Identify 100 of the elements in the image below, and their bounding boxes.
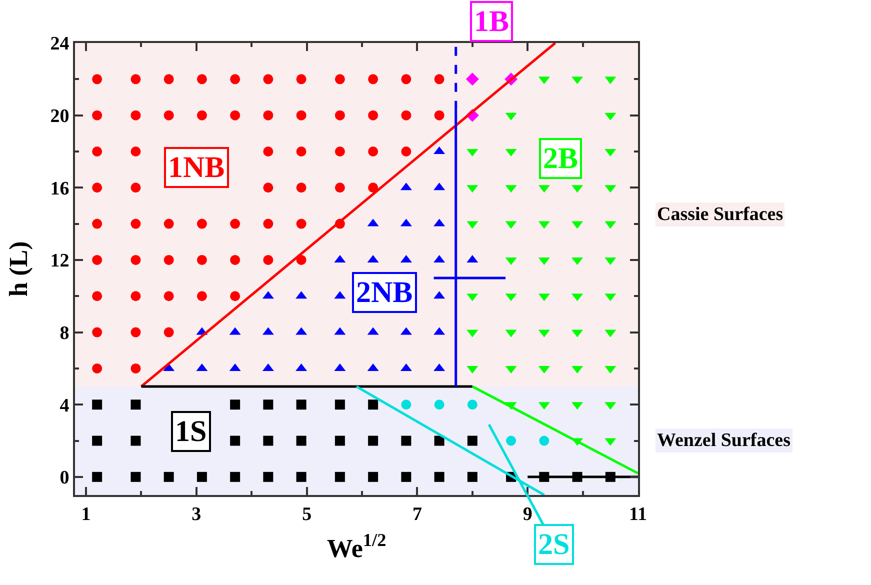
point [92,291,102,302]
point [263,182,274,193]
point [263,472,274,482]
point [467,436,478,446]
point [334,182,345,193]
y-tick-label: 16 [50,178,70,200]
point [368,400,378,410]
point [230,74,240,84]
point [296,436,306,446]
point [467,472,478,482]
point [164,110,174,120]
text: 2S [538,528,570,561]
point [434,400,444,410]
point [401,472,412,482]
point [368,146,378,156]
point [92,327,102,338]
x-tick-label: 11 [629,504,647,525]
point [368,472,378,482]
point [230,110,240,120]
x-tick-label: 9 [522,504,532,525]
point [230,472,240,482]
point [296,74,306,84]
point [263,436,274,446]
point [130,254,141,265]
point [263,146,274,156]
x-tick-label: 3 [192,504,202,525]
point [92,400,102,410]
point [164,254,174,265]
point [92,472,102,482]
point [164,74,174,84]
point [130,436,141,446]
x-tick-label: 5 [302,504,312,525]
point [196,254,207,265]
point [230,291,240,302]
point [92,436,102,446]
point [263,254,274,265]
point [230,436,240,446]
point [434,74,444,84]
point [92,110,102,120]
y-tick-label: 24 [50,34,70,55]
point [263,74,274,84]
point [434,110,444,120]
point [130,327,141,338]
point [130,218,141,229]
point [296,400,306,410]
point [368,110,378,120]
point [196,218,207,229]
point [263,400,274,410]
point [230,218,240,229]
point [92,74,102,84]
point [368,182,378,193]
y-tick-label: 4 [60,395,70,416]
x-tick-label: 7 [412,504,422,525]
band-label: Wenzel Surfaces [657,430,791,451]
point [196,472,207,482]
point [539,436,550,446]
point [263,218,274,229]
annotation: 2NB [356,276,413,309]
band-label: Cassie Surfaces [657,204,784,225]
point [334,472,345,482]
point [296,110,306,120]
point [296,472,306,482]
y-axis-title: h (L) [4,241,34,297]
text: 1B [474,5,510,38]
point [506,436,516,446]
point [164,291,174,302]
point [130,110,141,120]
annotation: 1NB [168,151,225,184]
point [334,74,345,84]
point [401,400,412,410]
point [296,218,306,229]
point [130,472,141,482]
point [434,472,444,482]
point [401,146,412,156]
point [466,72,479,86]
point [401,110,412,120]
point [92,182,102,193]
point [130,182,141,193]
point [368,74,378,84]
point [263,110,274,120]
x-axis-title: We$^{1/2}$ [326,530,386,563]
point [164,327,174,338]
point [334,436,345,446]
y-tick-label: 8 [60,322,70,344]
point [130,74,141,84]
point [92,218,102,229]
point [164,218,174,229]
annotation: 2B [543,142,578,175]
point [368,436,378,446]
annotation: 1S [175,415,207,448]
point [130,291,141,302]
point [230,254,240,265]
y-tick-label: 20 [50,106,70,127]
point [92,254,102,265]
x-tick-label: 1 [81,504,91,525]
point [164,472,174,482]
point [401,436,412,446]
point [92,363,102,374]
point [434,436,444,446]
point [92,146,102,156]
